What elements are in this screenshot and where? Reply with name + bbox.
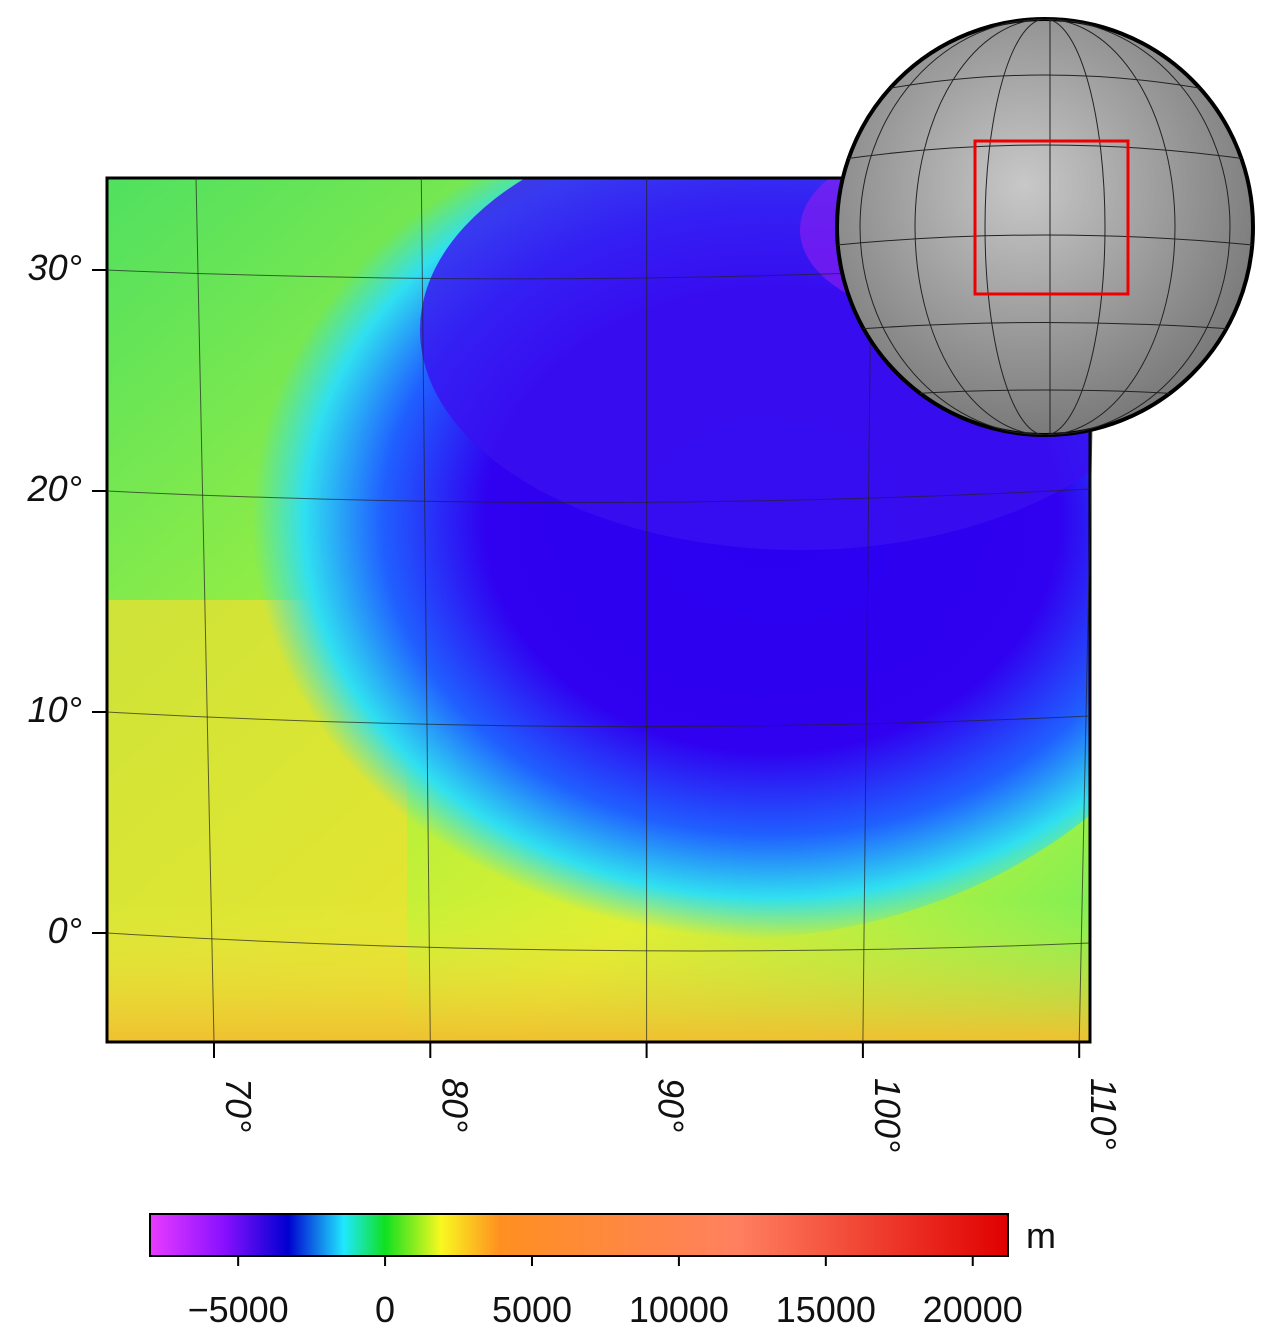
longitude-line [195, 177, 215, 1043]
lat-label: 10° [28, 689, 82, 730]
colorbar [149, 1213, 1009, 1257]
lon-label: 100° [867, 1078, 908, 1152]
latitude-line [106, 932, 1091, 952]
map-frame [105, 176, 1092, 1044]
latitude-line [106, 711, 1091, 728]
globe-inset [835, 17, 1255, 437]
lat-label: 30° [28, 247, 82, 288]
lon-label: 90° [651, 1078, 692, 1132]
latitude-line [106, 488, 1091, 504]
longitude-line [420, 177, 431, 1043]
colorbar-tick-label: 15000 [776, 1289, 876, 1330]
lat-label: 20° [27, 468, 82, 509]
colorbar-tick-label: −5000 [188, 1289, 289, 1330]
lon-label: 110° [1083, 1078, 1124, 1150]
lon-label: 80° [434, 1078, 475, 1132]
lat-label: 0° [48, 910, 82, 951]
colorbar-unit: m [1026, 1215, 1056, 1256]
colorbar-tick-label: 20000 [923, 1289, 1023, 1330]
colorbar-tick-label: 10000 [629, 1289, 729, 1330]
colorbar-tick-label: 5000 [492, 1289, 572, 1330]
lon-label: 70° [218, 1078, 259, 1132]
colorbar-tick-label: 0 [375, 1289, 395, 1330]
